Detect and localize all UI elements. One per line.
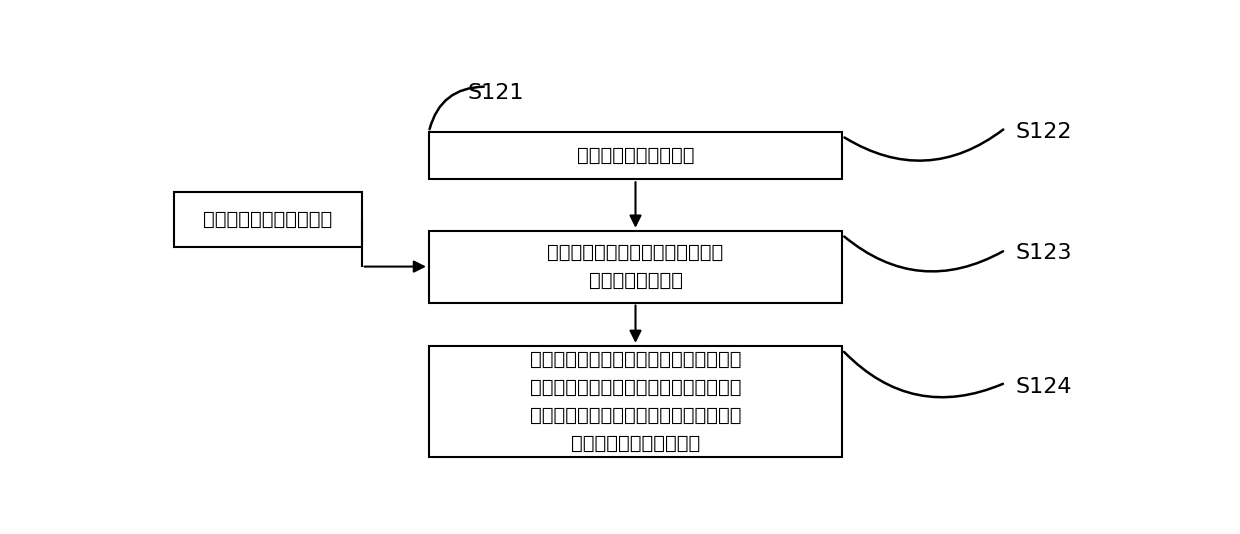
- Text: S121: S121: [467, 83, 523, 103]
- FancyBboxPatch shape: [174, 192, 362, 247]
- FancyBboxPatch shape: [429, 132, 842, 179]
- Text: S122: S122: [1016, 122, 1071, 142]
- Text: S123: S123: [1016, 243, 1071, 263]
- Text: 触发投影机的梯形校正: 触发投影机的梯形校正: [577, 146, 694, 165]
- Text: S124: S124: [1016, 376, 1071, 397]
- Text: 根据补偶后的预设参数和投影画面的标定
信息获取梯形校正参数，并根据梯形校正
参数完成自动梯形校正，在投影显示面上
投影出校正后的矩形图像: 根据补偶后的预设参数和投影画面的标定 信息获取梯形校正参数，并根据梯形校正 参数…: [529, 350, 742, 453]
- Text: 实时获取投影镜头的温度: 实时获取投影镜头的温度: [203, 210, 332, 229]
- Text: 根据投影镜头的温度对投影单元的
预设参数进行补偶: 根据投影镜头的温度对投影单元的 预设参数进行补偶: [547, 243, 724, 290]
- FancyBboxPatch shape: [429, 231, 842, 303]
- FancyBboxPatch shape: [429, 345, 842, 457]
